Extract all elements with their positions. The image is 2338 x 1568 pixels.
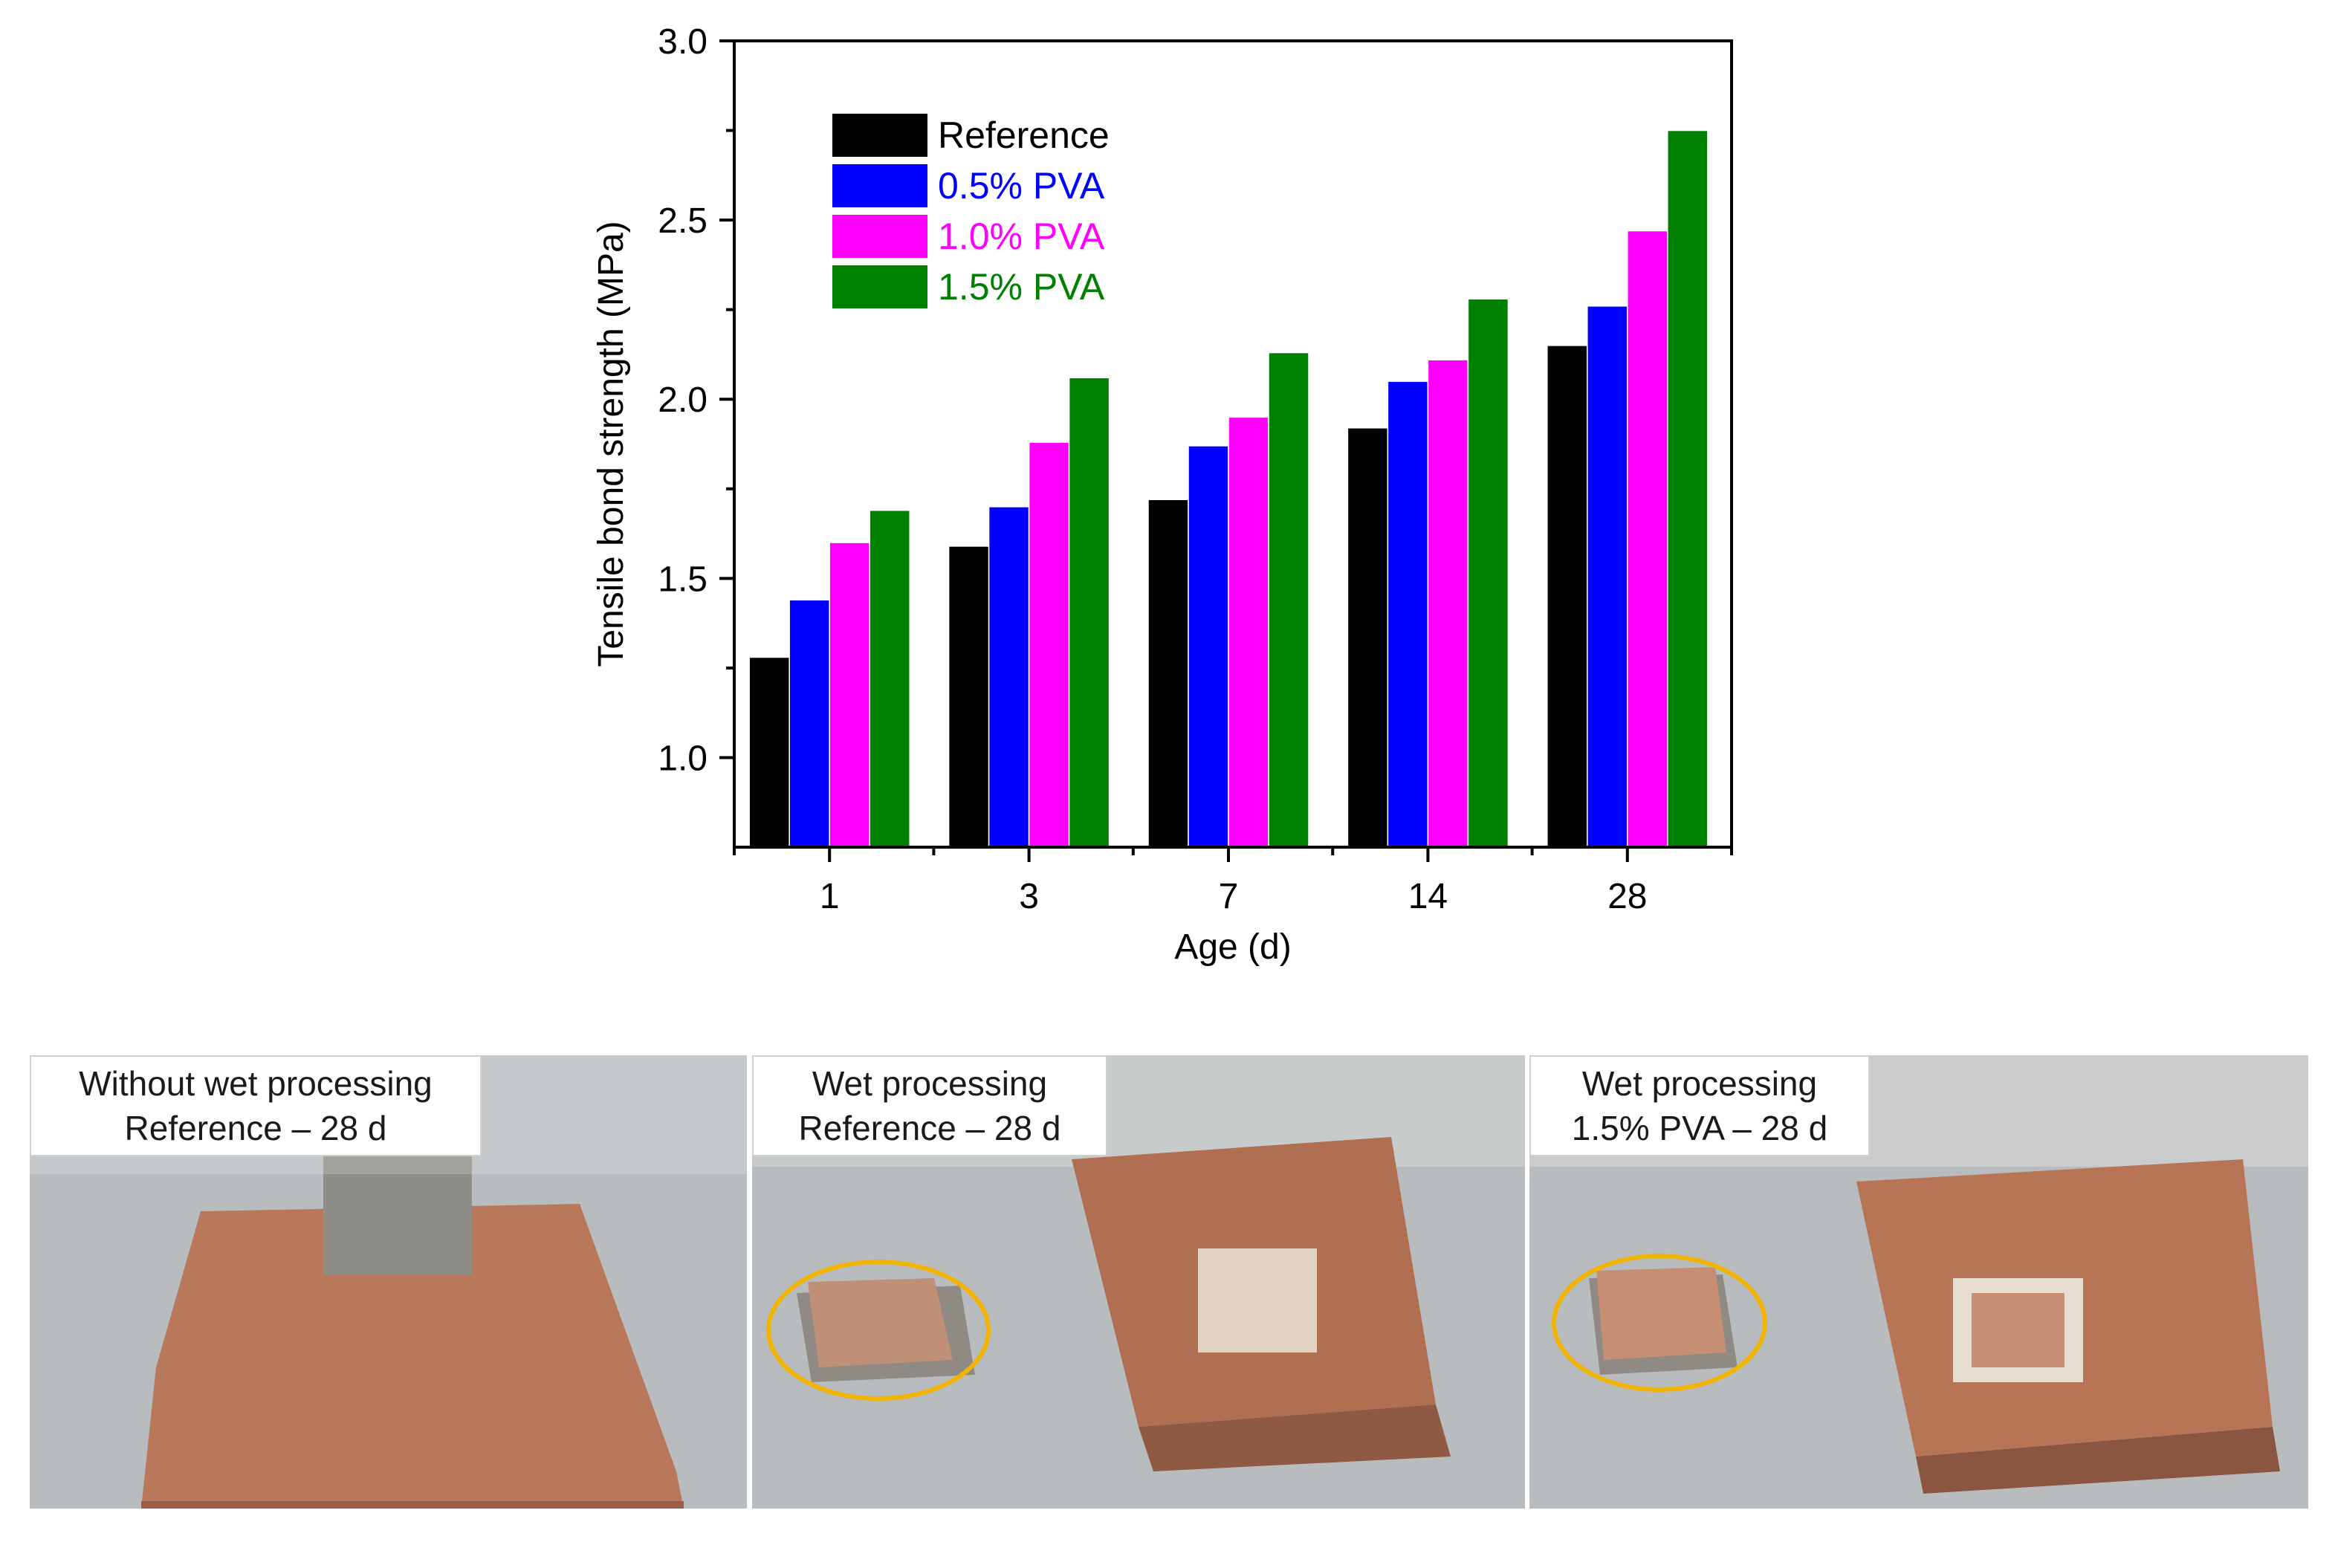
photo-caption-3: Wet processing 1.5% PVA – 28 d bbox=[1529, 1055, 1870, 1156]
photo-caption-2: Wet processing Reference – 28 d bbox=[752, 1055, 1107, 1156]
y-tick-label: 3.0 bbox=[658, 22, 707, 62]
bar bbox=[1268, 351, 1309, 848]
x-tick-label: 1 bbox=[820, 877, 840, 916]
bar bbox=[1188, 445, 1229, 848]
bar bbox=[1147, 499, 1189, 848]
y-axis-label: Tensile bond strength (MPa) bbox=[592, 221, 631, 667]
x-axis-label: Age (d) bbox=[1174, 927, 1291, 967]
legend-swatch bbox=[832, 114, 927, 157]
bar bbox=[1627, 230, 1668, 848]
highlight-ring-2 bbox=[1552, 1254, 1767, 1392]
bar bbox=[1667, 129, 1709, 848]
bars-group bbox=[748, 129, 1709, 848]
photo-panel-without-wet-processing: Without wet processing Reference – 28 d bbox=[30, 1055, 747, 1509]
photo-caption-1: Without wet processing Reference – 28 d bbox=[30, 1055, 482, 1156]
photo-strip: Without wet processing Reference – 28 d … bbox=[30, 1055, 2308, 1509]
photo-caption-1-line1: Without wet processing bbox=[79, 1064, 433, 1103]
photo-caption-2-line2: Reference – 28 d bbox=[798, 1109, 1061, 1147]
bar bbox=[1387, 380, 1429, 848]
legend: Reference 0.5% PVA 1.0% PVA 1.5% PVA bbox=[832, 114, 1110, 308]
bar bbox=[948, 545, 990, 848]
y-tick-label: 1.5 bbox=[658, 560, 707, 599]
x-tick-label: 3 bbox=[1019, 877, 1039, 916]
legend-label: 1.0% PVA bbox=[938, 216, 1105, 257]
bar bbox=[788, 599, 830, 848]
x-tick-label: 14 bbox=[1408, 877, 1448, 916]
bar bbox=[869, 509, 910, 848]
y-tick-label: 2.5 bbox=[658, 201, 707, 241]
bar bbox=[1347, 427, 1389, 848]
y-tick-label: 1.0 bbox=[658, 739, 707, 778]
legend-label: Reference bbox=[938, 114, 1110, 156]
x-tick-label: 28 bbox=[1607, 877, 1647, 916]
bar bbox=[1587, 305, 1628, 848]
bar bbox=[829, 542, 870, 848]
bar bbox=[1547, 345, 1588, 848]
photo-panel-wet-pva: Wet processing 1.5% PVA – 28 d bbox=[1529, 1055, 2308, 1509]
photo-caption-3-line2: 1.5% PVA – 28 d bbox=[1571, 1109, 1828, 1147]
bar bbox=[748, 656, 790, 848]
photo-caption-3-line1: Wet processing bbox=[1581, 1064, 1818, 1103]
bar bbox=[1028, 441, 1070, 848]
legend-label: 1.5% PVA bbox=[938, 266, 1105, 308]
legend-swatch bbox=[832, 265, 927, 308]
bar bbox=[1467, 298, 1509, 848]
x-tick-label: 7 bbox=[1219, 877, 1239, 916]
photo-caption-1-line2: Reference – 28 d bbox=[124, 1109, 387, 1147]
bar-chart: 1.0 1.5 2.0 2.5 3.0 1 3 7 14 28 Tensile bond str… bbox=[592, 22, 1733, 967]
bar bbox=[1427, 359, 1469, 848]
legend-label: 0.5% PVA bbox=[938, 165, 1105, 207]
photo-panel-wet-reference: Wet processing Reference – 28 d bbox=[752, 1055, 1525, 1509]
bar bbox=[1228, 416, 1269, 848]
y-axis: 1.0 1.5 2.0 2.5 3.0 bbox=[658, 22, 734, 778]
highlight-ring-1 bbox=[766, 1260, 991, 1401]
x-axis: 1 3 7 14 28 bbox=[733, 847, 1733, 916]
photo-caption-2-line1: Wet processing bbox=[812, 1064, 1048, 1103]
bar bbox=[1068, 377, 1110, 848]
plot-frame bbox=[733, 39, 1733, 849]
bar bbox=[988, 506, 1030, 848]
legend-swatch bbox=[832, 215, 927, 258]
legend-swatch bbox=[832, 164, 927, 207]
y-tick-label: 2.0 bbox=[658, 380, 707, 420]
